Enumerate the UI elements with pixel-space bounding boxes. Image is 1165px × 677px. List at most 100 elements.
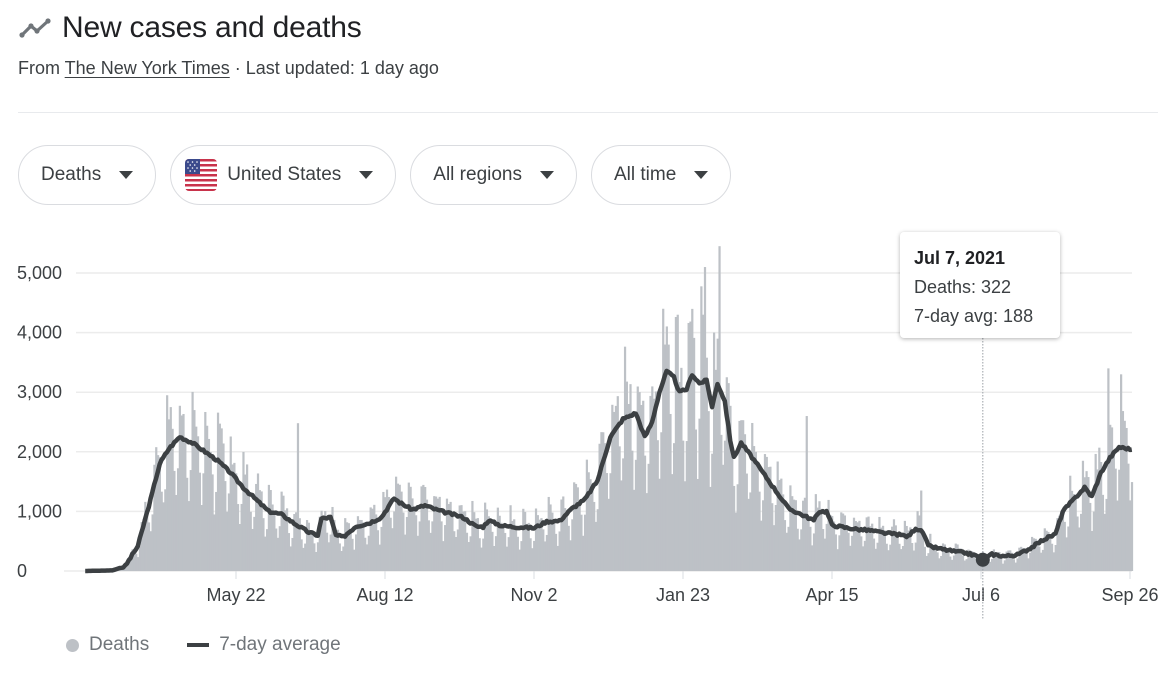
deaths-bar (1003, 560, 1006, 571)
deaths-bar (424, 486, 427, 571)
deaths-bar (518, 549, 521, 571)
deaths-bar (727, 383, 730, 571)
deaths-bar (971, 551, 974, 571)
deaths-bar (193, 410, 196, 571)
deaths-bar (187, 501, 191, 571)
deaths-bar (956, 544, 959, 571)
deaths-bar (467, 542, 470, 571)
deaths-bar (500, 522, 503, 571)
deaths-bar (965, 559, 968, 571)
deaths-bar (540, 518, 543, 571)
deaths-bar (456, 529, 459, 571)
deaths-bar (1061, 508, 1065, 571)
deaths-bar (871, 523, 874, 571)
deaths-bar (805, 416, 808, 571)
deaths-bar (1110, 427, 1114, 571)
deaths-bar (226, 511, 229, 571)
deaths-bar (351, 538, 354, 571)
deaths-bar (885, 543, 888, 571)
deaths-bar (878, 516, 881, 571)
deaths-bar (367, 535, 370, 571)
source-prefix: From (18, 58, 65, 78)
deaths-bar (345, 522, 349, 571)
deaths-bar (509, 505, 512, 571)
deaths-bar (529, 538, 532, 571)
legend-deaths-label: Deaths (89, 634, 150, 655)
deaths-bar (396, 483, 400, 571)
deaths-bar (734, 512, 738, 571)
deaths-bar (1020, 546, 1023, 571)
deaths-bar (634, 459, 638, 571)
deaths-bar (903, 520, 906, 571)
caret-down-icon (359, 171, 374, 179)
deaths-bar (832, 521, 836, 571)
deaths-bar (789, 485, 792, 571)
deaths-bar (549, 504, 552, 571)
deaths-bar (240, 503, 243, 571)
deaths-bar (384, 497, 387, 571)
deaths-bar (271, 504, 274, 571)
deaths-bar (1074, 496, 1077, 571)
deaths-bar (209, 452, 212, 571)
deaths-bar (429, 532, 432, 571)
deaths-bar (400, 491, 403, 571)
region-dropdown[interactable]: All regions (410, 145, 577, 205)
deaths-bar (938, 558, 941, 571)
deaths-bar (245, 464, 249, 571)
deaths-bar (260, 491, 263, 571)
deaths-bar (729, 405, 732, 571)
deaths-chart[interactable]: 0 1,000 2,000 3,000 4,000 5,000 May 22 Aug 12 N… (0, 225, 1165, 625)
deaths-bar (596, 509, 599, 571)
deaths-bar (543, 541, 547, 571)
deaths-bar (124, 568, 127, 571)
seven-day-average-line (84, 368, 1133, 574)
country-dropdown-label: United States (227, 164, 342, 185)
deaths-bar (155, 447, 158, 571)
country-dropdown[interactable]: United States (170, 145, 397, 205)
deaths-bar (404, 534, 407, 571)
time-range-dropdown[interactable]: All time (591, 145, 732, 205)
deaths-bar (433, 496, 436, 571)
deaths-bar (394, 476, 398, 571)
deaths-bar (1118, 469, 1121, 571)
deaths-bar (138, 546, 142, 571)
source-link[interactable]: The New York Times (64, 58, 230, 78)
deaths-bar (916, 511, 919, 571)
deaths-bar (752, 446, 756, 571)
deaths-bar (449, 501, 452, 571)
deaths-bar (1100, 462, 1103, 571)
deaths-bar (691, 308, 694, 571)
deaths-bar (253, 516, 256, 571)
deaths-bar (356, 516, 360, 571)
deaths-bar (333, 519, 336, 571)
deaths-bar (284, 510, 287, 571)
deaths-bar (422, 484, 425, 571)
deaths-bar (732, 485, 736, 571)
deaths-bar (322, 515, 325, 571)
metric-dropdown[interactable]: Deaths (18, 145, 157, 205)
deaths-bar (814, 494, 817, 571)
deaths-bar (216, 412, 220, 571)
deaths-bar (1101, 494, 1105, 571)
deaths-bar (1085, 471, 1088, 571)
chart-legend: Deaths 7-day average (66, 634, 341, 656)
deaths-bar (762, 500, 765, 571)
deaths-bar (545, 534, 549, 571)
deaths-bar (1076, 516, 1079, 571)
deaths-bar (593, 501, 596, 571)
deaths-bar (534, 508, 538, 571)
deaths-bar (880, 527, 883, 571)
deaths-bar (1023, 550, 1026, 571)
deaths-bar (614, 405, 618, 571)
deaths-bar (780, 478, 783, 571)
deaths-bar (623, 346, 627, 571)
deaths-bar (504, 532, 507, 571)
deaths-bar (331, 506, 334, 571)
tooltip-date: Jul 7, 2021 (914, 248, 1006, 268)
deaths-bar (444, 525, 447, 571)
deaths-bar (242, 451, 245, 571)
deaths-bar (976, 562, 979, 571)
deaths-bar (264, 536, 267, 571)
caret-down-icon (540, 171, 554, 179)
deaths-bar (996, 552, 999, 571)
